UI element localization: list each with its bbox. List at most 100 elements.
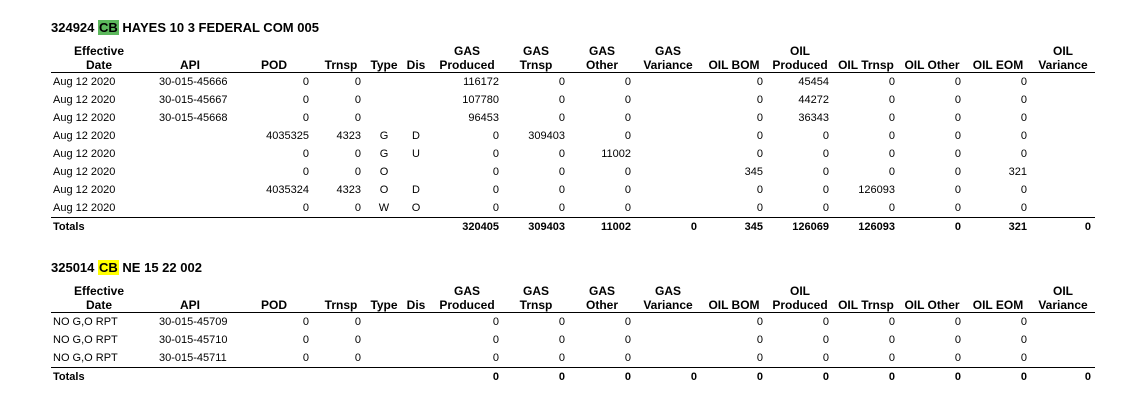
- cell-oil-trnsp: 126093: [858, 184, 895, 196]
- cell-pod: 0: [302, 76, 309, 88]
- header-line: [967, 284, 1029, 298]
- cell-trnsp: 4323: [336, 130, 361, 142]
- cell-gas-trnsp: 0: [558, 184, 565, 196]
- col-header-oil-bom: OIL BOM: [701, 284, 767, 313]
- header-line: [703, 284, 765, 298]
- cell-dis: D: [412, 130, 420, 142]
- cell-api: [147, 145, 233, 163]
- header-line: GAS: [522, 284, 549, 298]
- col-header-gas-variance: GAS Variance: [635, 44, 701, 73]
- col-header-api: API: [147, 284, 233, 313]
- header-line: Variance: [1038, 58, 1088, 72]
- col-header-oil-produced: OIL Produced: [767, 284, 833, 313]
- header-line: [235, 44, 313, 58]
- cell-oil-produced: 44272: [798, 94, 829, 106]
- cell-oil-trnsp: 0: [888, 76, 895, 88]
- cell-date: Totals: [53, 221, 85, 233]
- cell-pod: 0: [302, 148, 309, 160]
- cell-oil-other: 0: [954, 184, 961, 196]
- header-line: OIL Trnsp: [838, 298, 894, 312]
- col-header-date: Effective Date: [51, 284, 147, 313]
- col-header-oil-variance: OIL Variance: [1031, 284, 1095, 313]
- cell-dis: O: [411, 202, 421, 214]
- cell-type: O: [379, 184, 389, 196]
- cell-oil-trnsp: 0: [888, 166, 895, 178]
- cell-api: 30-015-45668: [159, 112, 228, 124]
- cell-gas-variance: [635, 109, 701, 127]
- cell-oil-other: 0: [954, 316, 961, 328]
- header-line: POD: [260, 298, 287, 312]
- cell-type: [367, 73, 401, 92]
- table-row: NO G,O RPT 30-015-45710 0 0 0 0 0 0 0 0 0 0: [51, 331, 1095, 349]
- cell-type: [367, 218, 401, 237]
- well-name: NE 15 22 002: [122, 260, 202, 275]
- cell-gas-other: 0: [624, 316, 631, 328]
- cell-oil-produced: 126069: [792, 221, 829, 233]
- header-line: OIL Other: [904, 58, 960, 72]
- header-line: Dis: [406, 298, 426, 312]
- cell-trnsp: 0: [354, 202, 361, 214]
- cell-gas-trnsp: 309403: [528, 221, 565, 233]
- cell-dis: D: [412, 184, 420, 196]
- header-row: Effective Date API POD Trnsp Type Dis GAS P…: [51, 44, 1095, 73]
- cell-type: [367, 368, 401, 387]
- cell-gas-other: 0: [624, 94, 631, 106]
- header-line: Type: [370, 298, 398, 312]
- cell-oil-bom: 0: [756, 130, 763, 142]
- cell-date: Aug 12 2020: [53, 148, 116, 160]
- cell-oil-variance: [1031, 331, 1095, 349]
- cell-oil-bom: 0: [756, 112, 763, 124]
- cell-oil-produced: 0: [822, 334, 829, 346]
- cell-pod: 0: [302, 352, 309, 364]
- cell-oil-eom: 0: [1020, 130, 1027, 142]
- cell-oil-eom: 0: [1020, 94, 1027, 106]
- cell-trnsp: 0: [354, 166, 361, 178]
- cell-gas-produced: 0: [492, 166, 499, 178]
- cell-gas-produced: 0: [492, 334, 499, 346]
- cell-gas-trnsp: 0: [558, 76, 565, 88]
- cell-oil-trnsp: 0: [888, 130, 895, 142]
- cell-type: G: [379, 130, 389, 142]
- cell-pod: 0: [302, 112, 309, 124]
- table-row: Aug 12 2020 0 0 G U 0 0 11002 0 0 0 0 0: [51, 145, 1095, 163]
- well-name: HAYES 10 3 FEDERAL COM 005: [122, 20, 319, 35]
- header-line: GAS: [588, 284, 615, 298]
- col-header-oil-trnsp: OIL Trnsp: [833, 284, 899, 313]
- cell-oil-variance: [1031, 313, 1095, 332]
- col-header-pod: POD: [233, 44, 315, 73]
- table-row: Aug 12 2020 4035325 4323 G D 0 309403 0 0 0 0 0 0: [51, 127, 1095, 145]
- cell-trnsp: 0: [354, 148, 361, 160]
- cell-pod: [233, 368, 315, 387]
- cell-dis: [401, 109, 431, 127]
- cell-dis: [401, 368, 431, 387]
- header-line: Effective: [73, 284, 125, 298]
- cell-gas-trnsp: 0: [558, 371, 565, 383]
- cell-gas-trnsp: 0: [558, 94, 565, 106]
- header-row: Effective Date API POD Trnsp Type Dis GAS P…: [51, 284, 1095, 313]
- cell-gas-variance: [635, 163, 701, 181]
- cell-gas-variance: 0: [690, 371, 697, 383]
- col-header-gas-variance: GAS Variance: [635, 284, 701, 313]
- header-line: OIL Other: [904, 298, 960, 312]
- cell-date: NO G,O RPT: [53, 334, 118, 346]
- cell-gas-other: 0: [624, 76, 631, 88]
- header-line: Variance: [1038, 298, 1088, 312]
- cell-oil-produced: 0: [822, 184, 829, 196]
- cell-gas-variance: [635, 199, 701, 218]
- cell-gas-other: 0: [624, 184, 631, 196]
- cell-oil-eom: 0: [1020, 334, 1027, 346]
- cell-pod: 0: [302, 334, 309, 346]
- header-line: GAS: [654, 284, 681, 298]
- cell-oil-eom: 321: [1008, 166, 1027, 178]
- cell-oil-variance: [1031, 163, 1095, 181]
- cell-oil-eom: 0: [1020, 371, 1027, 383]
- header-line: OIL EOM: [972, 298, 1024, 312]
- cell-trnsp: 0: [354, 112, 361, 124]
- cell-oil-eom: 0: [1020, 148, 1027, 160]
- col-header-gas-produced: GAS Produced: [431, 284, 503, 313]
- cell-gas-other: 0: [624, 371, 631, 383]
- well-code-badge: CB: [98, 260, 119, 275]
- cell-date: NO G,O RPT: [53, 352, 118, 364]
- cell-date: NO G,O RPT: [53, 316, 118, 328]
- totals-row: Totals 320405 309403 11002 0 345 126069 126093 0…: [51, 217, 1095, 237]
